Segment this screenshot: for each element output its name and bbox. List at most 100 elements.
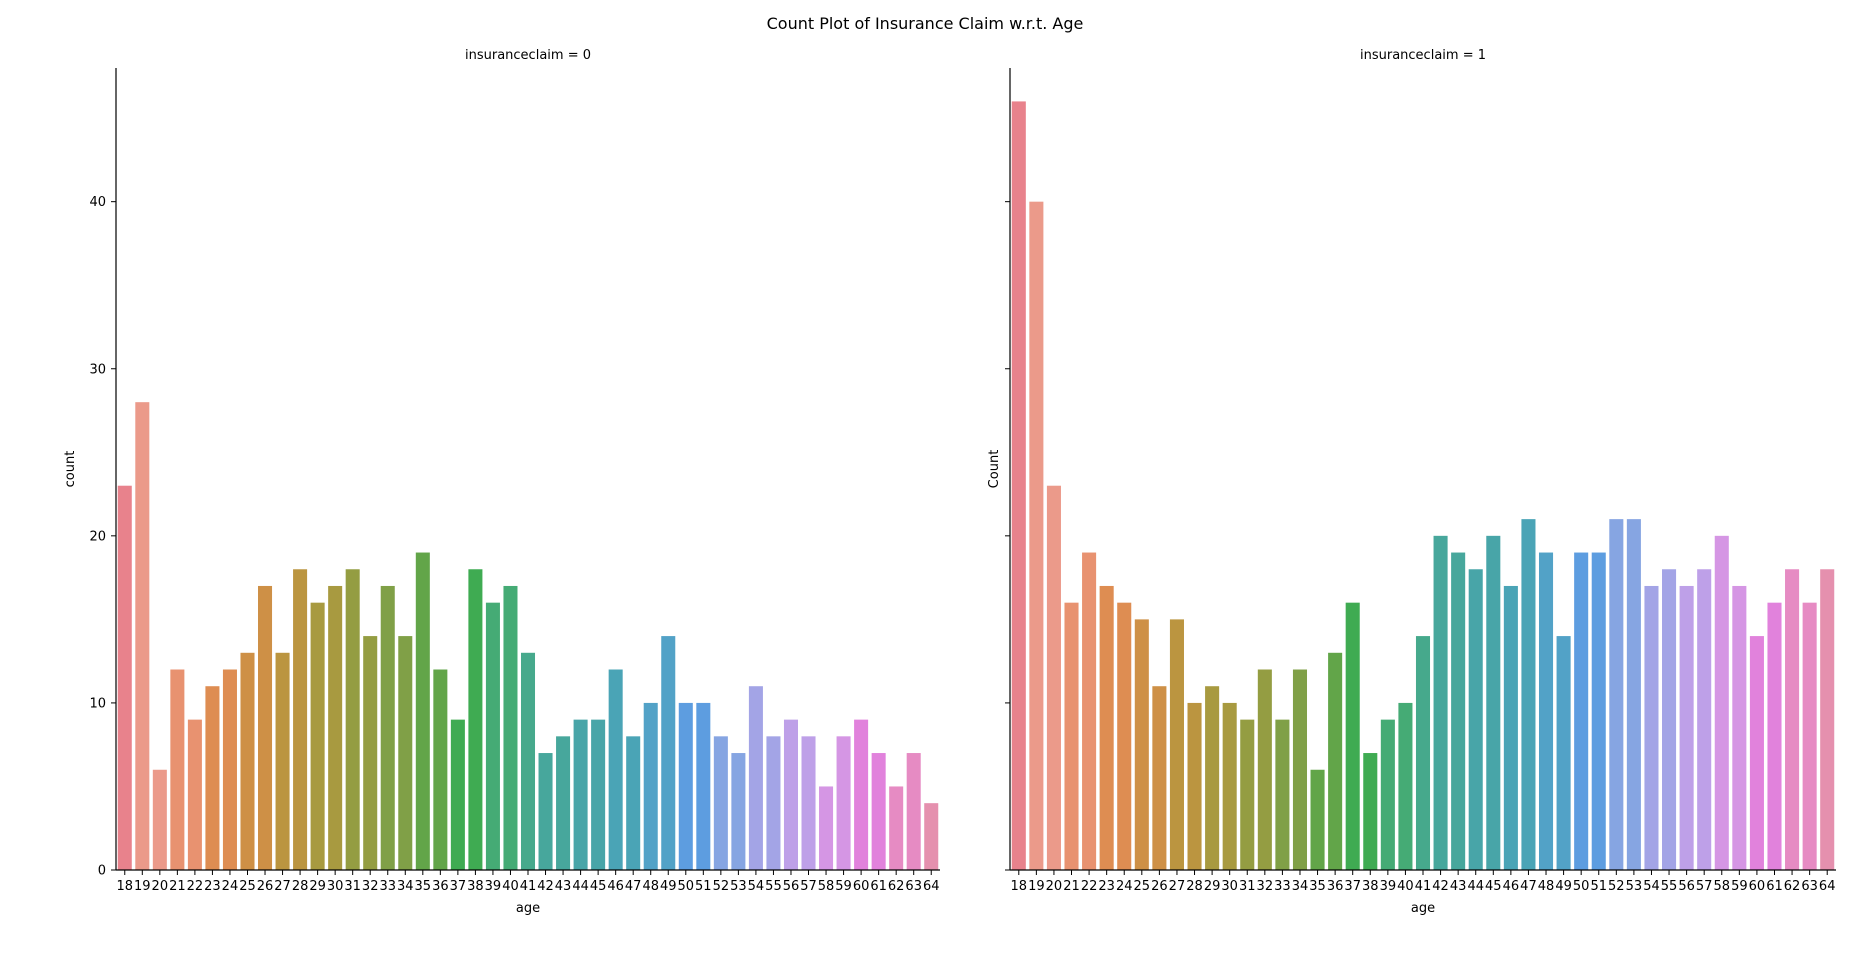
bar-1-30 [1222,702,1237,870]
x-tick-label: 49 [1555,879,1572,894]
bar-1-60 [1749,636,1764,870]
bar-1-37 [1345,602,1360,870]
bar-1-64 [1820,569,1835,870]
x-tick-label: 60 [853,879,870,894]
bar-0-42 [538,753,553,870]
bar-0-27 [275,652,290,870]
bar-0-31 [345,569,360,870]
y-axis-label: count [63,451,78,488]
x-tick-label: 61 [870,879,887,894]
bar-0-53 [731,753,746,870]
x-tick-label: 19 [1028,879,1045,894]
bar-0-22 [187,719,202,871]
bar-1-18 [1011,101,1026,871]
bar-1-36 [1328,652,1343,870]
bar-1-21 [1064,602,1079,870]
bar-0-37 [450,719,465,871]
y-tick-label: 30 [89,362,106,377]
facet-title: insuranceclaim = 1 [1360,48,1486,63]
x-tick-label: 63 [1801,879,1818,894]
x-tick-label: 23 [1098,879,1115,894]
y-axis-label: Count [987,450,1002,489]
bar-1-56 [1679,585,1694,870]
x-tick-label: 27 [274,879,291,894]
bar-1-63 [1802,602,1817,870]
x-tick-label: 47 [1520,879,1537,894]
x-tick-label: 36 [432,879,449,894]
bar-0-47 [626,736,641,870]
bar-1-31 [1240,719,1255,871]
x-tick-label: 25 [239,879,256,894]
bar-1-29 [1205,686,1220,870]
bar-0-23 [205,686,220,870]
bar-1-59 [1732,585,1747,870]
bar-1-26 [1152,686,1167,870]
bar-1-34 [1292,669,1308,870]
bar-1-44 [1468,569,1483,870]
bar-0-51 [696,702,711,870]
x-tick-label: 57 [800,879,817,894]
x-tick-label: 59 [1731,879,1748,894]
x-tick-label: 55 [765,879,782,894]
x-tick-label: 54 [748,879,765,894]
x-tick-label: 40 [1397,879,1414,894]
x-tick-label: 62 [1784,879,1801,894]
bar-0-30 [328,585,343,870]
x-tick-label: 45 [1485,879,1502,894]
x-tick-label: 46 [1503,879,1520,894]
x-tick-label: 62 [888,879,905,894]
bar-0-63 [906,753,921,870]
bar-0-20 [152,769,167,870]
x-tick-label: 30 [1221,879,1238,894]
x-tick-label: 25 [1134,879,1151,894]
bar-0-40 [503,585,518,870]
x-tick-label: 28 [292,879,309,894]
bar-0-57 [801,736,816,870]
bar-0-52 [713,736,728,870]
x-tick-label: 31 [344,879,361,894]
bar-0-18 [117,485,132,870]
bar-0-49 [661,636,676,870]
bar-1-19 [1029,201,1044,871]
x-tick-label: 47 [625,879,642,894]
x-tick-label: 32 [1257,879,1274,894]
x-tick-label: 54 [1643,879,1660,894]
bar-0-33 [380,585,395,870]
x-tick-label: 36 [1327,879,1344,894]
bar-0-32 [363,636,378,870]
bar-0-46 [608,669,623,870]
x-tick-label: 41 [1415,879,1432,894]
x-tick-label: 24 [1116,879,1133,894]
bar-0-60 [854,719,869,871]
bar-0-35 [415,552,430,870]
x-tick-label: 20 [152,879,169,894]
x-tick-label: 57 [1696,879,1713,894]
bar-1-57 [1697,569,1712,870]
bar-0-39 [485,602,500,870]
x-axis-label: age [1411,901,1435,916]
bar-1-25 [1134,619,1149,871]
bar-0-29 [310,602,325,870]
bar-0-44 [573,719,588,871]
bar-0-64 [924,803,939,870]
x-tick-label: 23 [204,879,221,894]
bar-1-28 [1187,702,1202,870]
bar-1-23 [1099,585,1114,870]
x-tick-label: 19 [134,879,151,894]
bar-0-54 [748,686,763,870]
bar-0-59 [836,736,851,870]
x-tick-label: 29 [1204,879,1221,894]
bar-1-54 [1644,585,1659,870]
y-tick-label: 20 [89,529,106,544]
x-tick-label: 18 [116,879,133,894]
bar-0-58 [819,786,834,870]
bar-1-52 [1609,519,1624,871]
bar-1-41 [1415,636,1431,870]
x-tick-label: 22 [1081,879,1098,894]
x-tick-label: 61 [1766,879,1783,894]
bar-1-45 [1486,535,1501,870]
y-tick-label: 0 [98,864,106,879]
bar-0-19 [135,402,150,870]
x-tick-label: 33 [1274,879,1291,894]
